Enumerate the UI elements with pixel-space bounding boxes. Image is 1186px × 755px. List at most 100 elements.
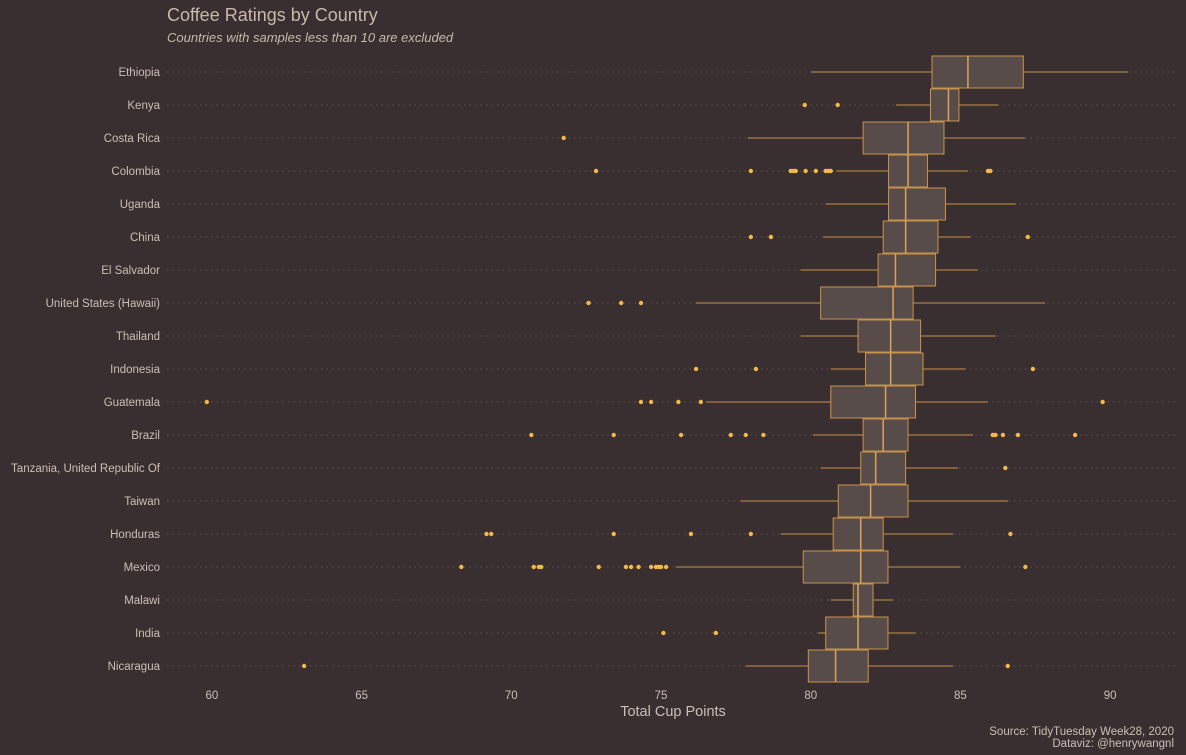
outlier-point — [661, 630, 666, 636]
x-tick-label: 65 — [355, 690, 368, 702]
outlier-point — [593, 168, 599, 174]
box-marks — [204, 55, 1129, 683]
box-iqr — [888, 187, 946, 221]
outlier-point — [748, 168, 754, 174]
outlier-point — [1030, 366, 1036, 372]
outlier-point — [489, 531, 494, 537]
outlier-point — [802, 102, 807, 108]
outlier-point — [678, 432, 684, 438]
outlier-point — [301, 663, 307, 669]
outlier-point — [484, 531, 489, 537]
outlier-point — [1025, 234, 1030, 240]
y-label-guatemala: Guatemala — [104, 397, 161, 409]
x-tick-label: 70 — [505, 690, 518, 702]
box-iqr — [877, 253, 937, 287]
y-label-tanzania-united-republic-of: Tanzania, United Republic Of — [11, 463, 161, 475]
outlier-point — [636, 564, 641, 570]
box-iqr — [860, 451, 907, 485]
outlier-point — [529, 432, 534, 438]
box-brazil — [529, 418, 1078, 452]
outlier-point — [648, 564, 654, 570]
box-uganda — [825, 187, 1016, 221]
y-label-colombia: Colombia — [111, 166, 160, 178]
y-label-mexico: Mexico — [124, 562, 160, 574]
box-mexico — [459, 550, 1028, 584]
outlier-point — [1008, 531, 1013, 537]
outlier-point — [596, 564, 601, 570]
box-ethiopia — [810, 55, 1129, 89]
outlier-point — [561, 135, 566, 141]
outlier-point — [993, 432, 998, 438]
box-iqr — [820, 286, 914, 320]
box-china — [748, 220, 1030, 254]
y-label-nicaragua: Nicaragua — [108, 661, 161, 673]
y-label-brazil: Brazil — [131, 430, 160, 442]
box-iqr — [865, 352, 924, 386]
box-iqr — [882, 220, 939, 254]
box-india — [661, 616, 916, 650]
outlier-point — [743, 432, 748, 438]
outlier-point — [835, 102, 840, 108]
y-label-kenya: Kenya — [127, 100, 160, 112]
outlier-point — [531, 564, 536, 570]
y-label-united-states-hawaii-: United States (Hawaii) — [46, 298, 161, 310]
outlier-point — [611, 531, 616, 537]
box-iqr — [862, 418, 909, 452]
outlier-point — [1003, 465, 1008, 471]
outlier-point — [663, 564, 669, 570]
outlier-point — [1100, 399, 1105, 405]
box-costa-rica — [561, 121, 1025, 155]
box-iqr — [830, 385, 917, 419]
caption-credit: Dataviz: @henrywangnl — [1052, 738, 1174, 750]
box-colombia — [593, 154, 993, 188]
box-iqr — [931, 55, 1024, 89]
outlier-point — [638, 300, 644, 306]
outlier-point — [658, 564, 664, 570]
x-axis-title: Total Cup Points — [620, 704, 726, 720]
outlier-point — [813, 168, 819, 174]
y-label-indonesia: Indonesia — [110, 364, 160, 376]
outlier-point — [748, 234, 754, 240]
outlier-point — [1015, 432, 1021, 438]
outlier-point — [728, 432, 733, 438]
outlier-point — [828, 168, 833, 174]
box-tanzania-united-republic-of — [820, 451, 1008, 485]
x-tick-label: 60 — [206, 690, 219, 702]
box-iqr — [832, 517, 884, 551]
outlier-point — [713, 630, 719, 636]
box-iqr — [852, 583, 874, 617]
box-iqr — [862, 121, 945, 155]
outlier-point — [748, 531, 754, 537]
box-taiwan — [740, 484, 1008, 518]
caption-source: Source: TidyTuesday Week28, 2020 — [989, 726, 1174, 738]
outlier-point — [768, 234, 774, 240]
box-el-salvador — [800, 253, 978, 287]
outlier-point — [1072, 432, 1078, 438]
outlier-point — [459, 564, 464, 570]
outlier-point — [688, 531, 694, 537]
box-iqr — [857, 319, 922, 353]
outlier-point — [1005, 663, 1010, 669]
box-indonesia — [693, 352, 1036, 386]
outlier-point — [638, 399, 644, 405]
outlier-point — [1000, 432, 1006, 438]
box-iqr — [837, 484, 909, 518]
outlier-point — [693, 366, 699, 372]
x-tick-label: 75 — [655, 690, 668, 702]
box-honduras — [484, 517, 1013, 551]
outlier-point — [204, 399, 210, 405]
y-label-uganda: Uganda — [120, 199, 161, 211]
x-tick-label: 85 — [954, 690, 967, 702]
box-kenya — [802, 88, 998, 122]
y-label-taiwan: Taiwan — [124, 496, 160, 508]
box-united-states-hawaii- — [586, 286, 1046, 320]
outlier-point — [676, 399, 681, 405]
outlier-point — [988, 168, 993, 174]
box-iqr — [802, 550, 889, 584]
chart-subtitle: Countries with samples less than 10 are … — [167, 30, 454, 45]
box-iqr — [825, 616, 889, 650]
chart-title: Coffee Ratings by Country — [167, 5, 378, 25]
outlier-point — [611, 432, 616, 438]
